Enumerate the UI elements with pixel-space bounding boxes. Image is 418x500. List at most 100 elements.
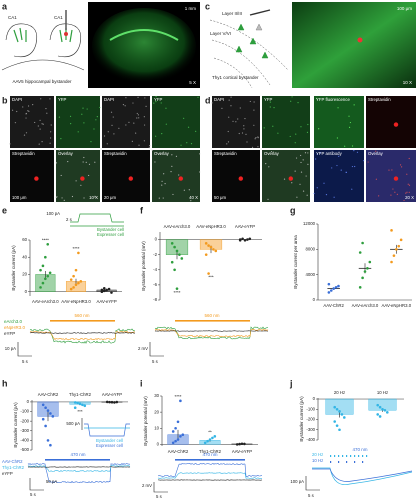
cell-speck [316,97,318,99]
cell-speck [299,183,301,185]
cell-speck [128,121,130,123]
light-pulse [362,455,364,457]
cell-speck [199,171,201,173]
legend-label: Thy1-ChR2 [2,465,25,470]
cell-speck [37,125,39,127]
channel-label: DAPI [12,97,22,102]
data-point [76,401,79,405]
data-point [74,268,78,272]
legend-label: eYFP [2,471,13,476]
category-label: AAV-eNpHR3.0 [382,303,412,308]
cell-speck [77,131,79,133]
light-pulse [338,455,340,457]
trace [154,328,269,337]
label: 5 s [22,359,28,364]
cell-speck [175,155,178,157]
cell-speck [211,102,213,104]
label: 560 nm [74,313,89,318]
cell-speck [188,189,190,191]
cell-speck [170,171,172,173]
panel-letter: e [2,205,7,215]
cell-speck [316,153,318,155]
cell-speck [171,154,173,156]
filled-cell [288,176,293,181]
cell-speck [93,128,95,130]
panel-letter: i [140,378,143,388]
y-tick-label: 12000 [303,221,316,226]
data-point [203,441,207,445]
cell-speck [340,169,342,171]
cell-speck [118,127,120,129]
category-label: AAV-eArch3.0 [352,303,379,308]
cell-speck [307,163,309,166]
light-pulse [346,461,348,463]
data-point [238,442,241,446]
channel-label: Overlay [58,151,74,156]
micrograph-cell [102,150,150,202]
filled-cell [34,176,39,181]
data-point [213,435,217,438]
label: 470 nm [352,447,367,452]
data-point [248,237,252,241]
cell-speck [399,164,402,166]
cell-speck [255,137,257,139]
cell-speck [295,157,298,159]
data-point [44,406,47,409]
light-pulse [358,455,360,457]
cell-speck [161,132,163,135]
data-point [368,260,372,264]
y-tick-label: -100 [306,406,315,411]
data-point [102,286,106,290]
cell-speck [323,182,325,184]
data-point [214,249,218,253]
y-tick-label: 0 [313,297,316,302]
cell-speck [153,102,155,104]
data-point [100,288,104,292]
cell-speck [406,191,408,193]
data-point [208,438,212,441]
cell-speck [241,132,244,134]
category-label: Thy1-ChR2 [199,449,222,454]
label: AAV5 hippocampal bystander [13,79,72,84]
cell-speck [183,117,185,119]
data-point [180,257,184,260]
cell-speck [41,123,43,125]
cell-speck [333,196,335,198]
micrograph-cell [102,96,150,148]
cell-speck [103,135,106,137]
cell-speck [23,134,26,136]
data-point [335,407,339,411]
label: 2 s [66,217,72,222]
label: 5 s [152,359,158,364]
cell-speck [363,160,365,162]
cell-speck [408,191,410,193]
light-bar [175,459,245,461]
cell-speck [253,124,255,126]
cell-speck [294,142,296,144]
inset-trace [84,423,130,437]
data-point [179,435,182,438]
y-tick-label: -200 [20,418,29,423]
cell-speck [356,151,359,153]
cell-speck [81,113,83,115]
channel-label: DAPI [104,97,114,102]
channel-label: YFP [264,97,272,102]
data-point [173,268,176,272]
y-tick-label: 60 [22,237,27,242]
y-tick-label: -300 [306,427,315,432]
light-pulse [366,455,368,457]
data-point [332,287,335,290]
trace [154,326,269,340]
data-point [81,403,84,407]
micrograph-cell [262,150,310,202]
cell-speck [110,111,113,113]
data-point [69,278,73,281]
y-tick-label: 10 [154,425,159,430]
cell-speck [75,180,77,182]
cell-speck [304,152,307,154]
channel-label: Overlay [264,151,280,156]
data-point [383,408,387,412]
cell-speck [122,104,125,106]
cell-speck [41,141,43,143]
